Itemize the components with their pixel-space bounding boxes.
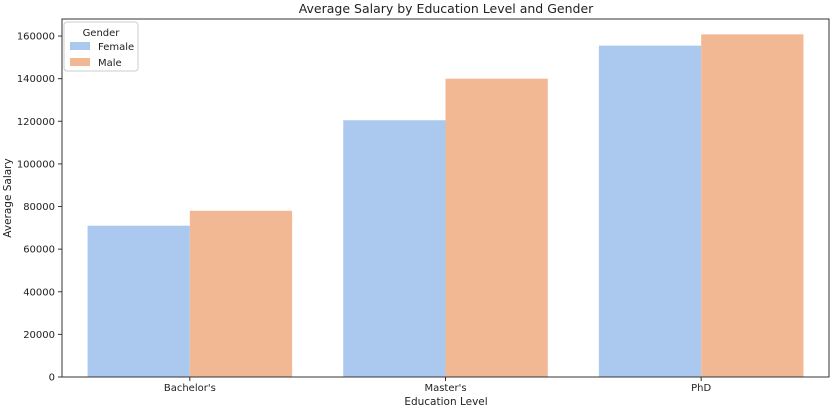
y-tick-label: 80000	[23, 202, 55, 213]
bar-male-0	[189, 210, 293, 377]
legend-label-male: Male	[98, 58, 122, 69]
bar-male-1	[445, 78, 548, 378]
x-tick-label: PhD	[691, 383, 711, 394]
legend-label-female: Female	[98, 42, 134, 53]
y-tick-label: 20000	[23, 330, 55, 341]
y-tick-label: 160000	[17, 32, 55, 43]
legend-swatch-male	[70, 58, 90, 66]
legend-title: Gender	[83, 28, 121, 39]
bar-male-2	[701, 34, 804, 378]
legend-swatch-female	[70, 42, 90, 50]
y-tick-label: 60000	[23, 245, 55, 256]
x-axis: Bachelor's Master's PhD	[164, 377, 711, 394]
x-tick-label: Master's	[424, 383, 466, 394]
bar-female-1	[343, 120, 446, 377]
y-tick-label: 0	[49, 373, 55, 384]
y-tick-label: 120000	[17, 117, 55, 128]
y-tick-label: 140000	[17, 74, 55, 85]
x-axis-label: Education Level	[404, 396, 487, 408]
y-tick-label: 40000	[23, 287, 55, 298]
y-axis: 0 20000 40000 60000 80000 100000 120000 140000 1…	[17, 32, 62, 384]
y-tick-label: 100000	[17, 159, 55, 170]
x-tick-label: Bachelor's	[164, 383, 216, 394]
bar-female-2	[598, 45, 702, 377]
legend: Gender Female Male	[63, 21, 139, 72]
plot-frame	[61, 18, 830, 378]
y-axis-label: Average Salary	[2, 158, 14, 237]
bars-group	[87, 34, 804, 378]
chart-title: Average Salary by Education Level and Ge…	[299, 1, 594, 16]
bar-female-0	[87, 225, 190, 377]
